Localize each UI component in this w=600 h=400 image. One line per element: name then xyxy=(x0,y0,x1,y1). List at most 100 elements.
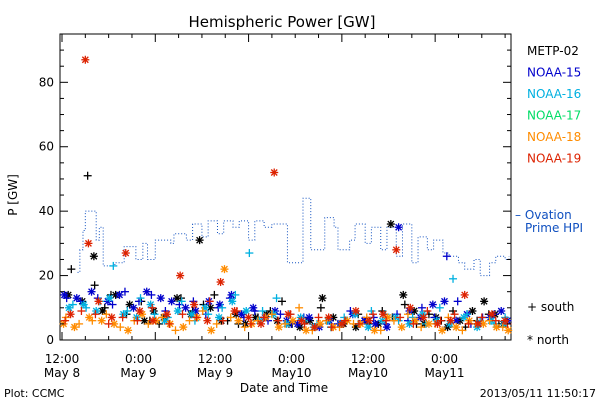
data-point-south xyxy=(491,316,500,325)
data-point-north xyxy=(392,245,401,254)
data-point-south xyxy=(178,310,187,319)
x-tick-label-date: May10 xyxy=(271,366,311,380)
data-point-south xyxy=(477,313,486,322)
data-point-north xyxy=(107,313,116,322)
data-point-north xyxy=(179,323,188,332)
data-point-north xyxy=(288,316,297,325)
data-point-south xyxy=(150,310,159,319)
data-point-north xyxy=(371,319,380,328)
legend-series-noaa-18: NOAA-18 xyxy=(527,130,581,144)
x-tick-label-date: May11 xyxy=(424,366,464,380)
data-point-south xyxy=(442,252,451,261)
data-point-south xyxy=(104,319,113,328)
y-tick-label: 60 xyxy=(39,140,54,154)
data-point-north xyxy=(504,326,513,335)
data-point-south xyxy=(286,310,295,319)
plot-timestamp: 2013/05/11 11:50:17 xyxy=(480,387,596,400)
data-point-north xyxy=(87,287,96,296)
data-point-south xyxy=(340,316,349,325)
data-point-north xyxy=(428,300,437,309)
data-point-north xyxy=(406,303,415,312)
data-point-north xyxy=(364,323,373,332)
legend-series-noaa-19: NOAA-19 xyxy=(527,152,581,166)
data-point-south xyxy=(240,323,249,332)
data-point-north xyxy=(244,313,253,322)
data-point-south xyxy=(368,310,377,319)
data-point-north xyxy=(487,310,496,319)
x-tick-label-time: 0:00 xyxy=(278,352,305,366)
x-tick-label-date: May 9 xyxy=(120,366,156,380)
data-point-north xyxy=(124,326,133,335)
data-point-north xyxy=(181,303,190,312)
data-point-north xyxy=(216,278,225,287)
data-point-north xyxy=(191,307,200,316)
plot-source-label: Plot: CCMC xyxy=(4,387,65,400)
y-tick-label: 20 xyxy=(39,269,54,283)
data-point-south xyxy=(458,326,467,335)
data-point-south xyxy=(75,319,84,328)
ovation-prime-hpi-line xyxy=(77,197,510,277)
data-point-south xyxy=(212,319,221,328)
data-point-north xyxy=(129,303,138,312)
data-point-north xyxy=(397,323,406,332)
data-point-south xyxy=(192,313,201,322)
data-point-north xyxy=(399,290,408,299)
data-point-south xyxy=(210,290,219,299)
x-tick-label-time: 12:00 xyxy=(198,352,233,366)
data-point-south xyxy=(136,294,145,303)
data-point-south xyxy=(108,300,117,309)
data-point-north xyxy=(440,297,449,306)
data-point-south xyxy=(245,249,254,258)
data-point-north xyxy=(148,316,157,325)
data-point-south xyxy=(77,307,86,316)
data-point-south xyxy=(231,290,240,299)
data-point-south xyxy=(158,313,167,322)
data-point-north xyxy=(195,236,204,245)
data-point-north xyxy=(156,294,165,303)
data-point-north xyxy=(70,323,79,332)
data-point-south xyxy=(148,303,157,312)
data-point-south xyxy=(83,171,92,180)
data-point-south xyxy=(246,319,255,328)
data-point-south xyxy=(295,303,304,312)
y-tick-label: 80 xyxy=(39,75,54,89)
data-point-south xyxy=(281,319,290,328)
data-point-north xyxy=(94,297,103,306)
data-point-south xyxy=(61,316,70,325)
data-point-south xyxy=(165,319,174,328)
data-point-north xyxy=(492,323,501,332)
data-point-south xyxy=(464,319,473,328)
data-point-north xyxy=(318,294,327,303)
data-point-south xyxy=(144,319,153,328)
plot-frame xyxy=(59,33,512,341)
data-point-north xyxy=(433,319,442,328)
data-point-north xyxy=(316,319,325,328)
legend-series-noaa-15: NOAA-15 xyxy=(527,66,581,80)
data-point-north xyxy=(81,55,90,64)
data-point-north xyxy=(365,316,374,325)
data-point-north xyxy=(257,319,266,328)
data-point-north xyxy=(379,310,388,319)
data-point-north xyxy=(105,294,114,303)
data-point-south xyxy=(376,326,385,335)
data-point-south xyxy=(403,310,412,319)
data-point-north xyxy=(452,323,461,332)
data-point-south xyxy=(218,303,227,312)
legend-series-noaa-16: NOAA-16 xyxy=(527,87,581,101)
legend-south: + south xyxy=(527,300,574,314)
data-point-north xyxy=(438,326,447,335)
y-axis-label: P [GW] xyxy=(6,174,20,216)
x-tick-label-time: 12:00 xyxy=(351,352,386,366)
data-point-south xyxy=(276,310,285,319)
legend-series-noaa-17: NOAA-17 xyxy=(527,109,581,123)
data-point-north xyxy=(190,300,199,309)
data-point-north xyxy=(140,316,149,325)
data-point-south xyxy=(250,307,259,316)
data-point-north xyxy=(79,300,88,309)
data-point-south xyxy=(205,297,214,306)
data-point-north xyxy=(203,316,212,325)
data-point-south xyxy=(278,297,287,306)
data-point-south xyxy=(67,265,76,274)
data-point-south xyxy=(177,297,186,306)
